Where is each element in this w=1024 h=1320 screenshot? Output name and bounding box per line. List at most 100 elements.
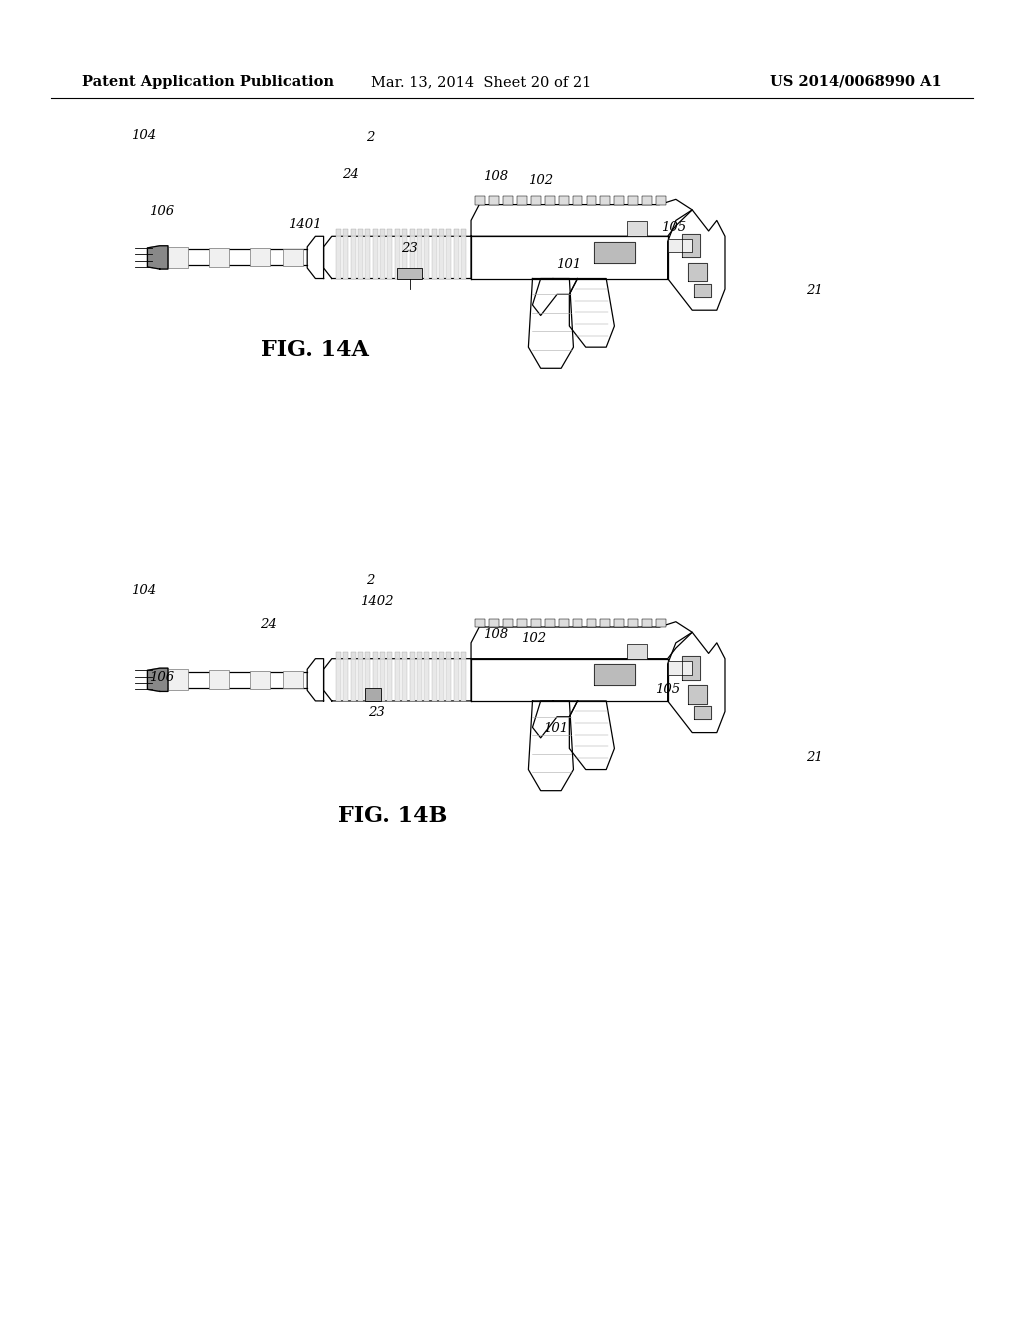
- Bar: [250, 248, 270, 267]
- Bar: [454, 236, 459, 279]
- Bar: [424, 236, 429, 279]
- Bar: [410, 659, 415, 701]
- Bar: [642, 619, 652, 627]
- Text: Mar. 13, 2014  Sheet 20 of 21: Mar. 13, 2014 Sheet 20 of 21: [371, 75, 592, 88]
- Bar: [517, 197, 526, 205]
- Bar: [343, 659, 348, 701]
- Bar: [283, 249, 303, 265]
- Bar: [350, 652, 355, 659]
- Text: Patent Application Publication: Patent Application Publication: [82, 75, 334, 88]
- Polygon shape: [694, 706, 711, 719]
- Bar: [475, 197, 485, 205]
- Bar: [446, 652, 452, 659]
- Bar: [395, 659, 399, 701]
- Bar: [343, 236, 348, 279]
- Bar: [209, 248, 229, 267]
- Bar: [503, 619, 513, 627]
- Bar: [350, 659, 355, 701]
- Bar: [373, 236, 378, 279]
- Bar: [475, 619, 485, 627]
- Bar: [517, 619, 526, 627]
- Bar: [530, 197, 541, 205]
- Bar: [439, 652, 444, 659]
- Bar: [343, 230, 348, 236]
- Text: 106: 106: [150, 205, 174, 218]
- Bar: [614, 619, 625, 627]
- Bar: [250, 671, 270, 689]
- Bar: [402, 230, 408, 236]
- Bar: [358, 659, 362, 701]
- Bar: [387, 236, 392, 279]
- Text: 2: 2: [367, 131, 375, 144]
- Text: 108: 108: [483, 170, 508, 183]
- Bar: [432, 652, 436, 659]
- Bar: [358, 236, 362, 279]
- Text: 105: 105: [655, 682, 680, 696]
- Bar: [366, 230, 371, 236]
- Text: 102: 102: [528, 174, 553, 187]
- Bar: [343, 652, 348, 659]
- Text: 21: 21: [806, 284, 822, 297]
- Bar: [432, 230, 436, 236]
- Polygon shape: [668, 210, 725, 310]
- Text: 106: 106: [150, 671, 174, 684]
- Bar: [439, 659, 444, 701]
- Bar: [572, 619, 583, 627]
- Bar: [656, 619, 666, 627]
- Bar: [454, 652, 459, 659]
- Bar: [373, 230, 378, 236]
- Polygon shape: [668, 632, 725, 733]
- Text: 1402: 1402: [360, 595, 393, 609]
- Bar: [461, 659, 466, 701]
- Polygon shape: [594, 664, 635, 685]
- Polygon shape: [471, 659, 668, 701]
- Bar: [545, 619, 555, 627]
- Bar: [559, 197, 568, 205]
- Bar: [373, 659, 378, 701]
- Text: 21: 21: [806, 751, 822, 764]
- Bar: [461, 230, 466, 236]
- Polygon shape: [147, 246, 168, 269]
- Polygon shape: [324, 236, 471, 279]
- Bar: [417, 236, 422, 279]
- Text: 2: 2: [367, 574, 375, 587]
- Polygon shape: [532, 279, 578, 315]
- Polygon shape: [471, 622, 692, 659]
- Bar: [587, 619, 596, 627]
- Bar: [432, 236, 436, 279]
- Bar: [410, 230, 415, 236]
- Bar: [387, 230, 392, 236]
- Bar: [503, 197, 513, 205]
- Bar: [629, 619, 638, 627]
- Bar: [417, 659, 422, 701]
- Polygon shape: [569, 279, 614, 347]
- Bar: [336, 659, 341, 701]
- Bar: [365, 688, 381, 701]
- Bar: [336, 652, 341, 659]
- Polygon shape: [147, 668, 168, 692]
- Bar: [446, 230, 452, 236]
- Bar: [380, 236, 385, 279]
- Text: FIG. 14B: FIG. 14B: [338, 805, 447, 826]
- Bar: [629, 197, 638, 205]
- Bar: [642, 197, 652, 205]
- Bar: [446, 236, 452, 279]
- Bar: [439, 230, 444, 236]
- Text: 23: 23: [401, 242, 418, 255]
- Bar: [410, 236, 415, 279]
- Polygon shape: [324, 659, 471, 701]
- Bar: [350, 230, 355, 236]
- Bar: [439, 236, 444, 279]
- Text: FIG. 14A: FIG. 14A: [261, 339, 369, 360]
- Text: 104: 104: [131, 583, 156, 597]
- Bar: [489, 619, 499, 627]
- Bar: [373, 652, 378, 659]
- Bar: [395, 236, 399, 279]
- Polygon shape: [532, 701, 578, 738]
- Bar: [168, 669, 188, 690]
- Bar: [424, 659, 429, 701]
- Bar: [402, 652, 408, 659]
- Polygon shape: [569, 701, 614, 770]
- Bar: [387, 659, 392, 701]
- Bar: [410, 652, 415, 659]
